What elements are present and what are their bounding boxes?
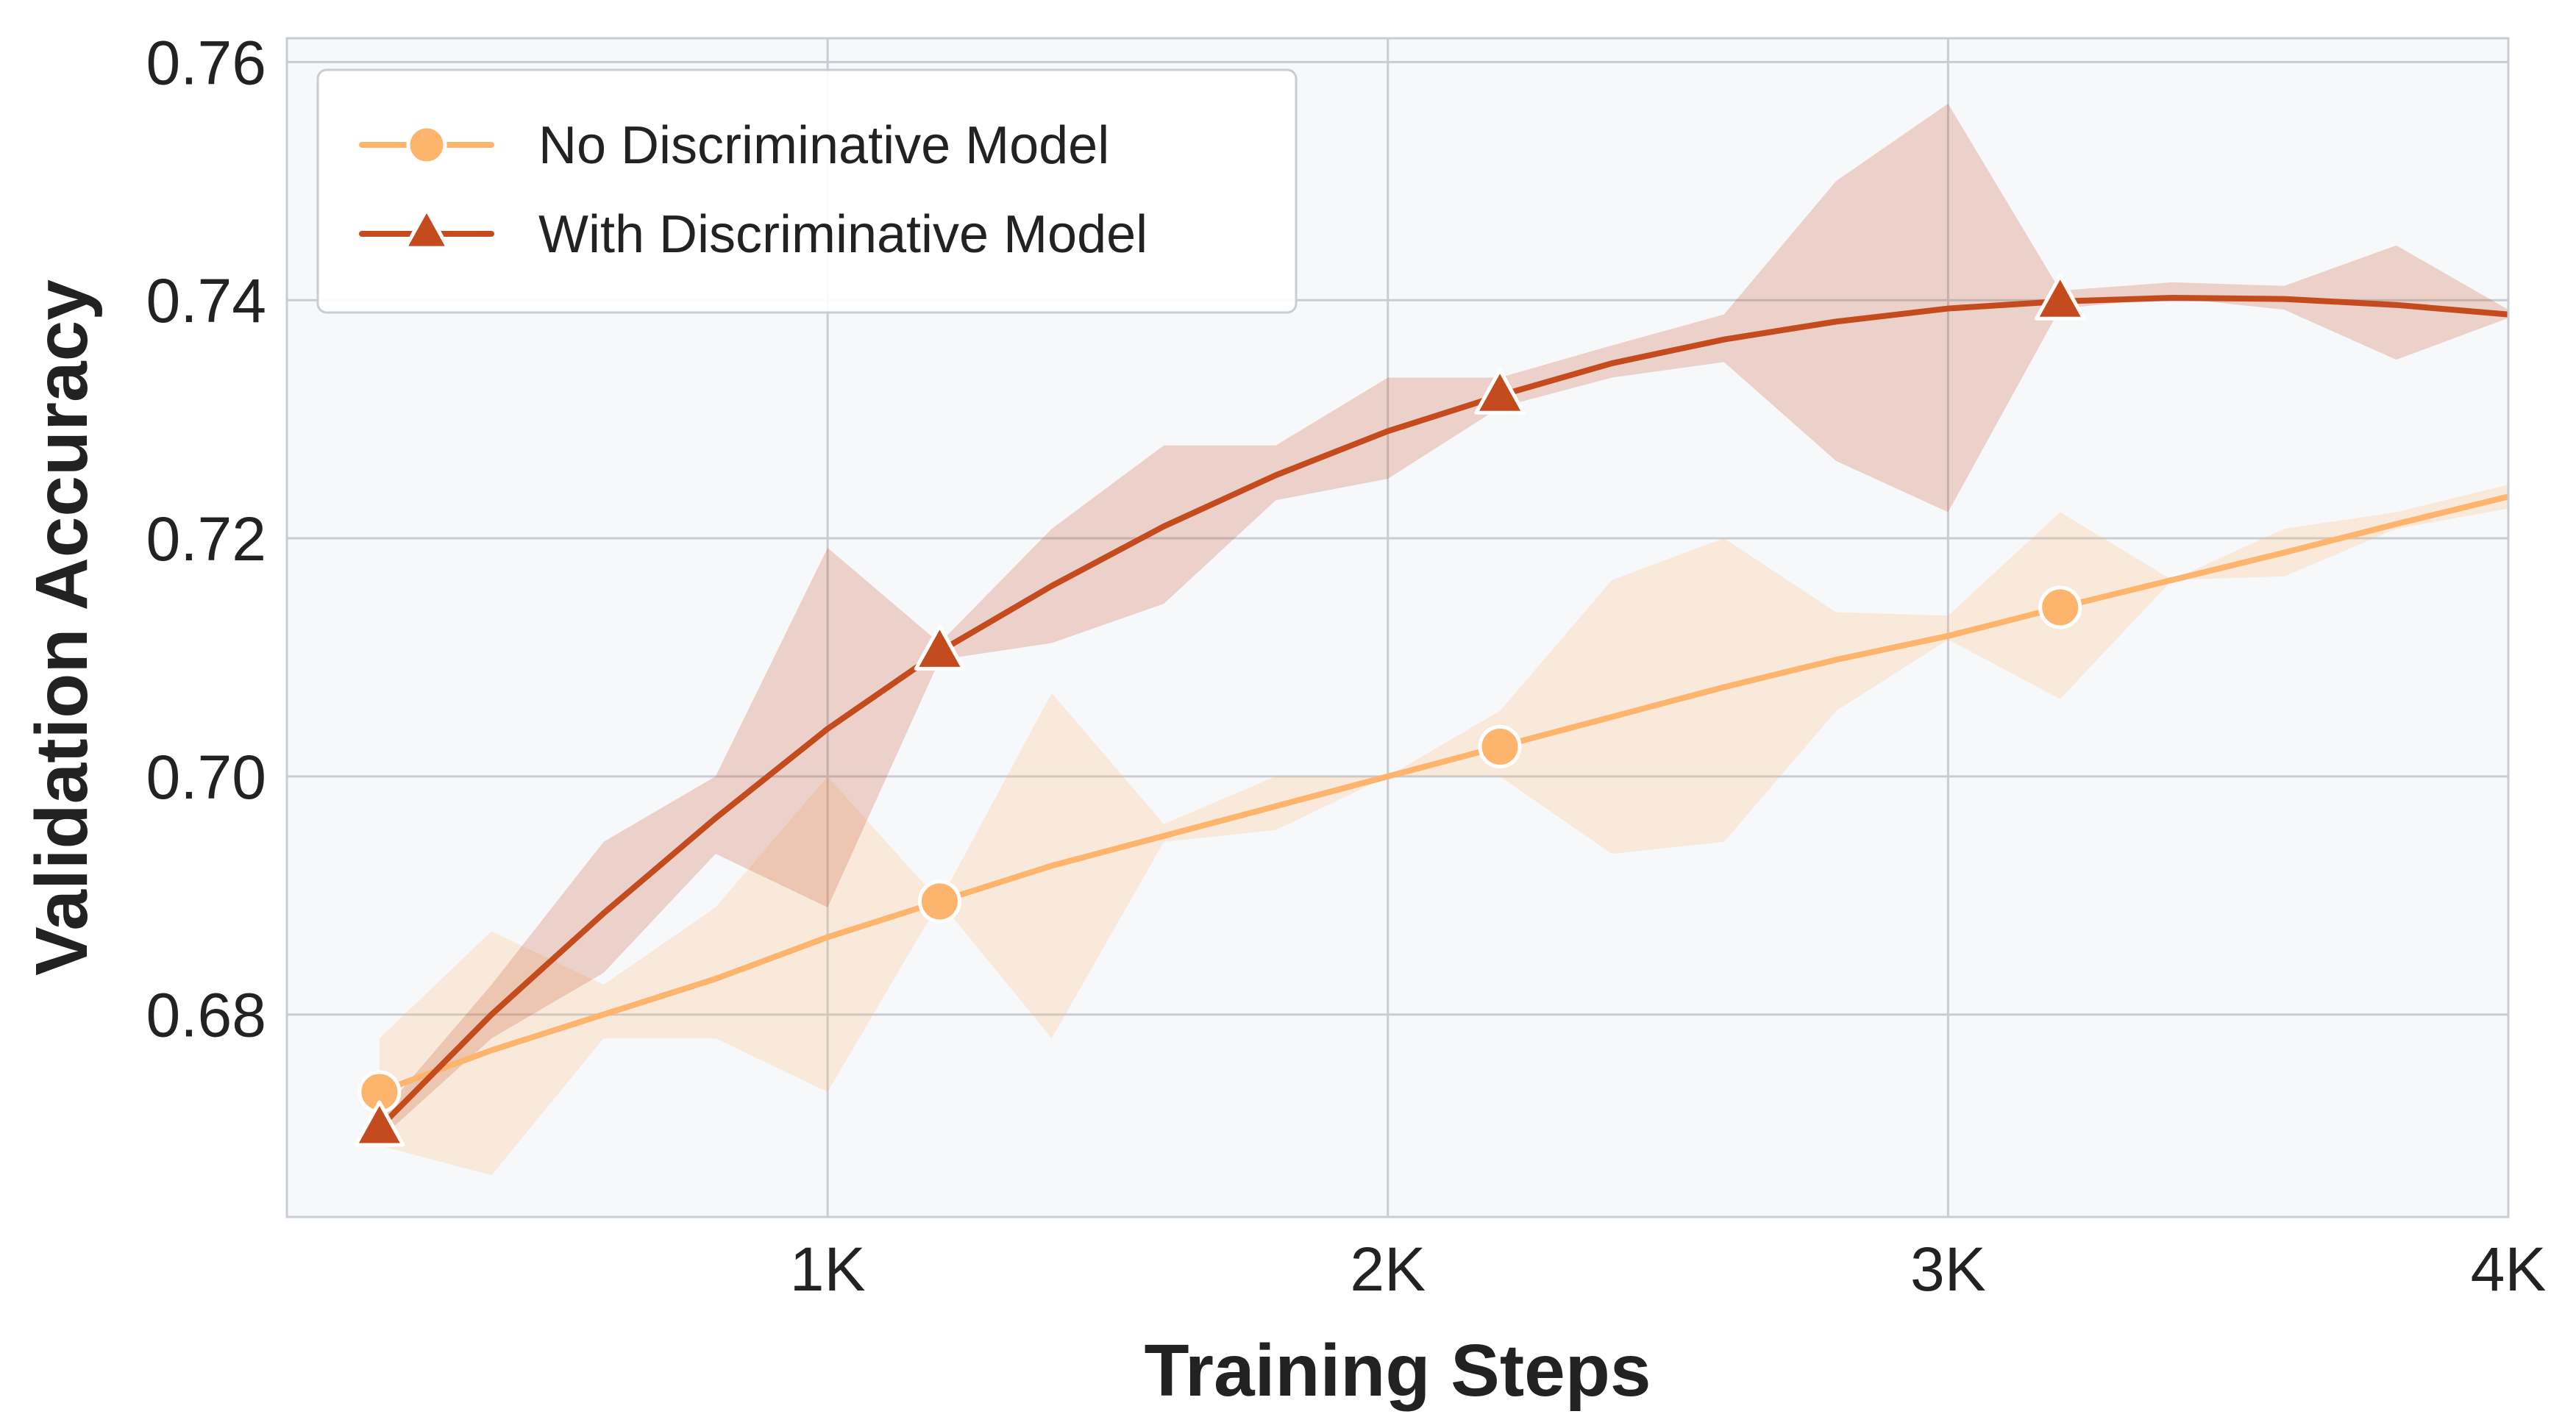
legend-box — [316, 68, 1298, 314]
x-tick-label: 4K — [2471, 1235, 2547, 1304]
series-markers — [354, 274, 2086, 1147]
line-no-discriminative — [376, 493, 2508, 1095]
confidence-bands — [379, 104, 2508, 1176]
legend-entry-no-discriminative-model: No Discriminative Model — [359, 116, 1109, 175]
legend-circle-marker — [406, 124, 447, 165]
marker-with-discriminative — [1474, 368, 1526, 415]
marker-with-discriminative — [354, 1100, 405, 1147]
y-tick-label: 0.68 — [146, 981, 267, 1050]
tick-labels: 0.68 0.70 0.72 0.74 0.76 1K 2K 3K 4K — [146, 28, 2547, 1304]
series-lines — [376, 294, 2508, 1131]
y-axis-title: Validation Accuracy — [21, 279, 103, 976]
x-tick-label: 1K — [790, 1235, 866, 1304]
line-with-discriminative — [376, 294, 2508, 1131]
marker-with-discriminative — [914, 624, 966, 671]
x-tick-label: 2K — [1350, 1235, 1426, 1304]
legend-label-with-discriminative: With Discriminative Model — [538, 205, 1148, 264]
legend-triangle-marker — [403, 207, 450, 250]
marker-no-discriminative — [2038, 585, 2082, 629]
y-tick-label: 0.74 — [146, 266, 267, 335]
marker-no-discriminative — [917, 879, 961, 924]
y-tick-label: 0.76 — [146, 28, 267, 97]
legend-label-no-discriminative: No Discriminative Model — [538, 116, 1109, 175]
legend-entry-with-discriminative-model: With Discriminative Model — [359, 205, 1148, 264]
marker-no-discriminative — [1478, 724, 1522, 768]
y-tick-label: 0.72 — [146, 504, 267, 574]
x-tick-label: 3K — [1910, 1235, 1986, 1304]
x-axis-title: Training Steps — [1144, 1329, 1651, 1412]
band-with-discriminative — [379, 104, 2508, 1140]
band-no-discriminative — [379, 485, 2508, 1176]
marker-with-discriminative — [2034, 274, 2086, 321]
y-tick-label: 0.70 — [146, 743, 267, 812]
legend: No Discriminative Model With Discriminat… — [316, 68, 1298, 314]
plot-frame — [285, 37, 2510, 1218]
